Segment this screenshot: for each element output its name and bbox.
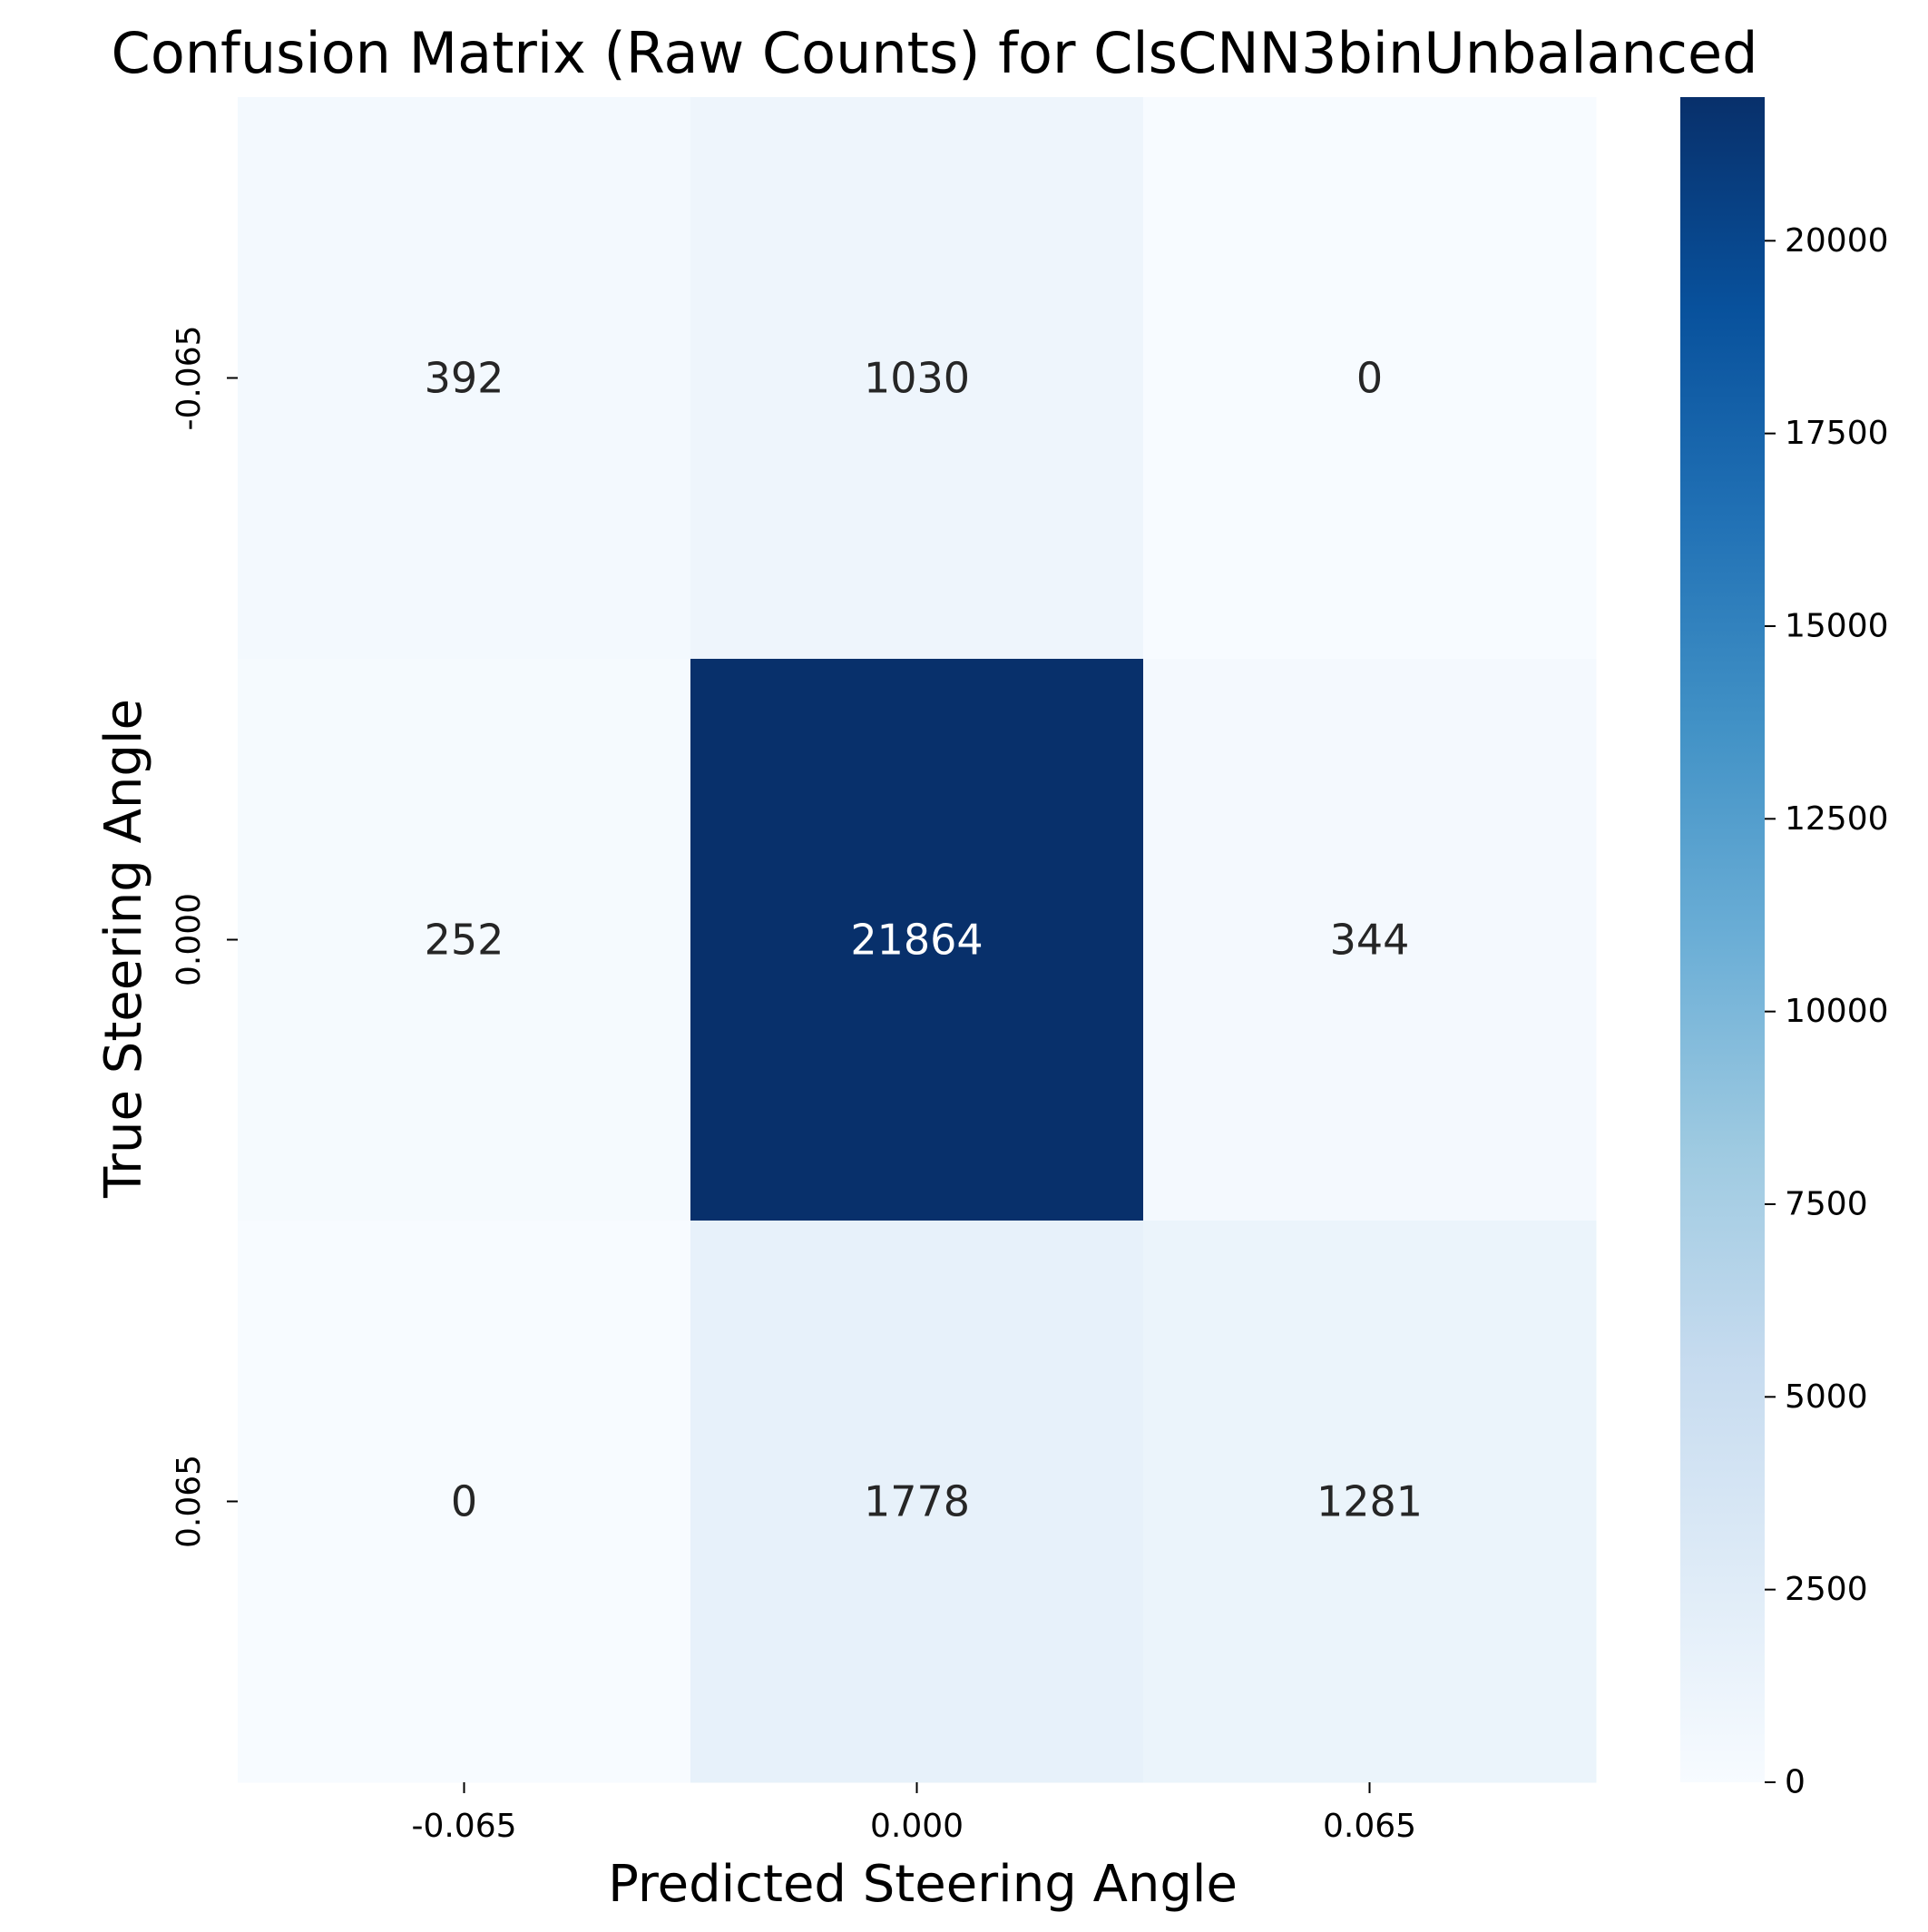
colorbar-tick-label: 0 bbox=[1785, 1764, 1806, 1801]
colorbar-gradient bbox=[1680, 97, 1765, 1782]
cell-value-label: 1281 bbox=[1316, 1477, 1423, 1526]
colorbar-tick-label: 5000 bbox=[1785, 1378, 1868, 1416]
colorbar-tick-label: 15000 bbox=[1785, 607, 1889, 644]
cell-value-label: 1030 bbox=[864, 354, 970, 403]
y-tick-label: 0.065 bbox=[171, 1455, 208, 1548]
y-axis-ticks: -0.065 0.000 0.065 bbox=[171, 325, 238, 1548]
x-tick-label: 0.065 bbox=[1323, 1808, 1416, 1845]
heatmap-cell bbox=[238, 1221, 691, 1783]
heatmap-cell bbox=[238, 97, 691, 660]
heatmap-cell bbox=[1143, 659, 1597, 1221]
colorbar-tick-label: 17500 bbox=[1785, 415, 1889, 452]
cell-value-label: 252 bbox=[425, 916, 504, 965]
heatmap-cell bbox=[690, 1221, 1144, 1783]
x-axis-ticks: -0.065 0.000 0.065 bbox=[411, 1782, 1416, 1845]
cell-value-label: 0 bbox=[451, 1477, 477, 1526]
cell-value-label: 1778 bbox=[864, 1477, 970, 1526]
chart-title: Confusion Matrix (Raw Counts) for ClsCNN… bbox=[112, 20, 1758, 86]
cell-labels: 392 1030 0 252 21864 344 0 1778 1281 bbox=[425, 354, 1423, 1526]
heatmap-cells bbox=[238, 97, 1597, 1783]
heatmap-cell bbox=[1143, 1221, 1597, 1783]
colorbar-tick-label: 12500 bbox=[1785, 800, 1889, 838]
x-axis-label: Predicted Steering Angle bbox=[608, 1855, 1238, 1914]
colorbar-tick-label: 7500 bbox=[1785, 1185, 1868, 1222]
cell-value-label: 21864 bbox=[850, 916, 983, 965]
heatmap-cell bbox=[238, 659, 691, 1221]
cell-value-label: 0 bbox=[1356, 354, 1383, 403]
colorbar: 0 2500 5000 7500 10000 12500 15000 17500 20000 bbox=[1680, 97, 1889, 1801]
colorbar-tick-label: 2500 bbox=[1785, 1571, 1868, 1608]
y-tick-label: -0.065 bbox=[171, 325, 208, 430]
cell-value-label: 392 bbox=[425, 354, 504, 403]
colorbar-tick-label: 10000 bbox=[1785, 993, 1889, 1030]
x-tick-label: -0.065 bbox=[411, 1808, 516, 1845]
y-axis-label: True Steering Angle bbox=[94, 699, 153, 1199]
heatmap-cell bbox=[1143, 97, 1597, 660]
cell-value-label: 344 bbox=[1330, 916, 1410, 965]
y-tick-label: 0.000 bbox=[171, 893, 208, 986]
heatmap-cell bbox=[690, 97, 1144, 660]
x-tick-label: 0.000 bbox=[870, 1808, 964, 1845]
heatmap-cell bbox=[690, 659, 1144, 1221]
colorbar-tick-label: 20000 bbox=[1785, 222, 1889, 260]
